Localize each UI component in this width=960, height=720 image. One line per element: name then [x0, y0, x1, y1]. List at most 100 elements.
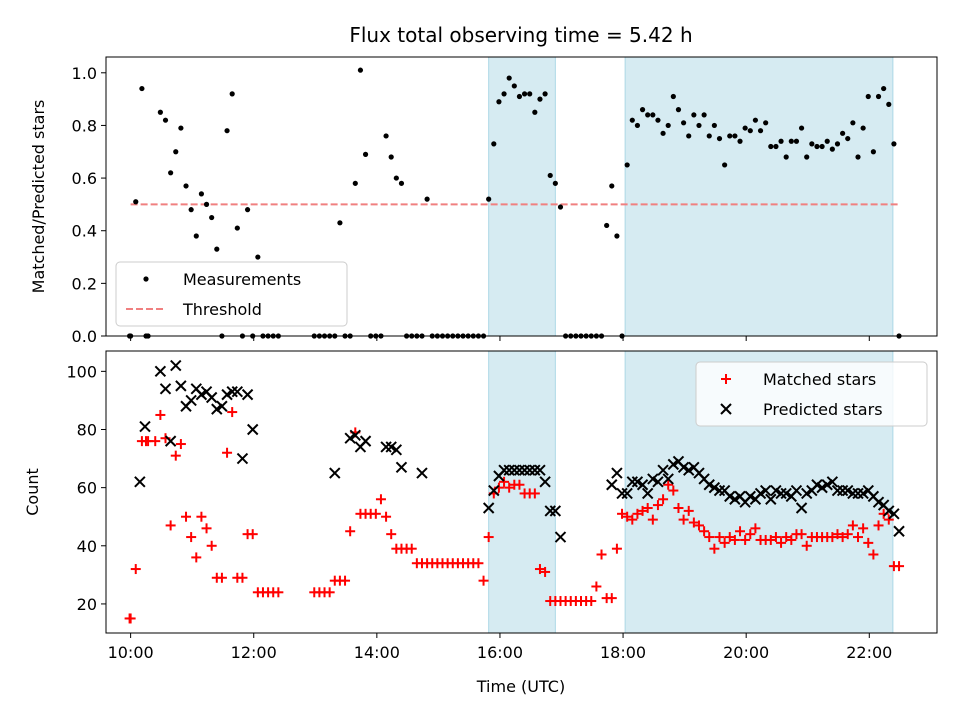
measurement-point: [604, 222, 610, 229]
measurement-point: [788, 138, 794, 144]
matched-star-point: [699, 526, 710, 537]
matched-star-point: [863, 537, 874, 548]
measurement-point: [865, 93, 871, 100]
measurement-point: [763, 120, 769, 126]
matched-star-point: [858, 523, 869, 534]
predicted-star-point: [159, 383, 172, 395]
matched-star-point: [642, 502, 653, 513]
y-tick-label: 0.2: [72, 274, 97, 293]
predicted-star-mark-b: [647, 473, 659, 485]
predicted-star-mark-b: [529, 464, 541, 476]
measurement-point: [352, 180, 358, 186]
predicted-star-mark-b: [139, 420, 151, 433]
matched-star-point: [529, 488, 540, 499]
measurement-point: [639, 107, 646, 113]
bottom-panel: 20 40 60 80 100 10:00 12:00 14:00 16:00 18:00 20:0…: [23, 350, 938, 662]
predicted-star-point: [847, 487, 859, 500]
measurement-point: [168, 170, 174, 176]
x-tick-label: 22:00: [846, 643, 892, 662]
predicted-star-point: [534, 464, 546, 476]
measurement-point: [809, 141, 815, 147]
measurement-point: [178, 125, 184, 131]
predicted-star-point: [524, 464, 536, 476]
predicted-star-mark-b: [790, 484, 803, 497]
matched-star-point: [637, 505, 648, 516]
predicted-star-mark-b: [216, 400, 228, 412]
legend-label: Predicted stars: [763, 400, 883, 419]
matched-star-point: [832, 529, 843, 540]
measurement-point: [244, 207, 251, 213]
measurement-point: [491, 141, 497, 147]
measurement-point: [501, 91, 507, 97]
measurement-point: [133, 199, 139, 205]
predicted-star-point: [164, 435, 177, 447]
matched-star-point: [729, 534, 740, 545]
measurement-point: [634, 122, 641, 129]
measurement-point: [224, 128, 230, 134]
matched-star-point: [534, 564, 545, 575]
predicted-star-mark-b: [329, 467, 341, 479]
predicted-star-point: [836, 484, 849, 497]
matched-star-point: [796, 529, 807, 540]
predicted-star-point: [231, 385, 244, 398]
predicted-star-mark-b: [247, 423, 259, 436]
predicted-star-mark-b: [657, 464, 669, 476]
predicted-star-point: [641, 487, 654, 500]
measurement-point: [486, 196, 492, 202]
top-panel: 0.0 0.2 0.4 0.6 0.8 1.0 Matched/Predicted star…: [29, 56, 938, 346]
predicted-star-point: [488, 484, 500, 497]
predicted-star-mark-b: [847, 487, 859, 500]
predicted-star-mark-b: [893, 525, 905, 537]
predicted-star-mark-b: [513, 464, 526, 476]
predicted-star-mark-b: [503, 464, 515, 476]
measurement-point: [665, 122, 671, 129]
measurement-point: [804, 154, 810, 160]
predicted-star-point: [359, 435, 372, 447]
matched-star-point: [683, 505, 694, 516]
axes-frame: [105, 56, 938, 337]
measurement-point: [716, 135, 723, 142]
measurement-point: [511, 83, 517, 89]
measurement-point: [824, 138, 830, 144]
measurement-point: [214, 246, 220, 252]
predicted-star-mark-b: [611, 467, 623, 479]
measurement-point: [234, 225, 240, 231]
measurement-point: [209, 214, 215, 221]
measurement-point: [188, 207, 194, 213]
measurement-point: [388, 154, 394, 160]
matched-star-point: [668, 485, 679, 496]
predicted-star-point: [544, 505, 556, 517]
legend-marker-predicted: [720, 403, 732, 415]
predicted-star-point: [539, 476, 551, 488]
matched-star-point: [216, 572, 227, 583]
predicted-star-point: [636, 479, 649, 491]
predicted-star-mark-b: [734, 490, 746, 503]
matched-star-point: [837, 532, 848, 543]
matched-star-point: [596, 549, 607, 560]
predicted-star-mark-b: [170, 359, 182, 372]
measurement-point: [742, 125, 748, 131]
observing-window-band: [488, 56, 556, 337]
matched-star-point: [883, 514, 894, 525]
measurement-point: [496, 99, 502, 105]
matched-star-point: [894, 561, 905, 572]
matched-star-point: [847, 520, 858, 531]
x-tick-label: 16:00: [477, 643, 523, 662]
measurement-point: [183, 183, 189, 189]
matched-star-point: [170, 450, 181, 461]
matched-star-point: [776, 537, 787, 548]
predicted-star-mark-b: [718, 484, 731, 497]
matched-star-point: [227, 407, 238, 418]
matched-star-point: [750, 523, 761, 534]
predicted-star-mark-b: [693, 467, 705, 479]
matched-star-point: [611, 543, 622, 554]
y-tick-label: 0.6: [72, 169, 97, 188]
measurement-point: [614, 233, 620, 239]
measurement-point: [757, 128, 764, 134]
matched-star-point: [673, 502, 684, 513]
predicted-star-mark-b: [554, 531, 567, 543]
measurement-point: [139, 85, 145, 92]
predicted-star-mark-b: [775, 487, 787, 500]
matched-star-point: [740, 534, 751, 545]
predicted-star-point: [765, 493, 777, 505]
